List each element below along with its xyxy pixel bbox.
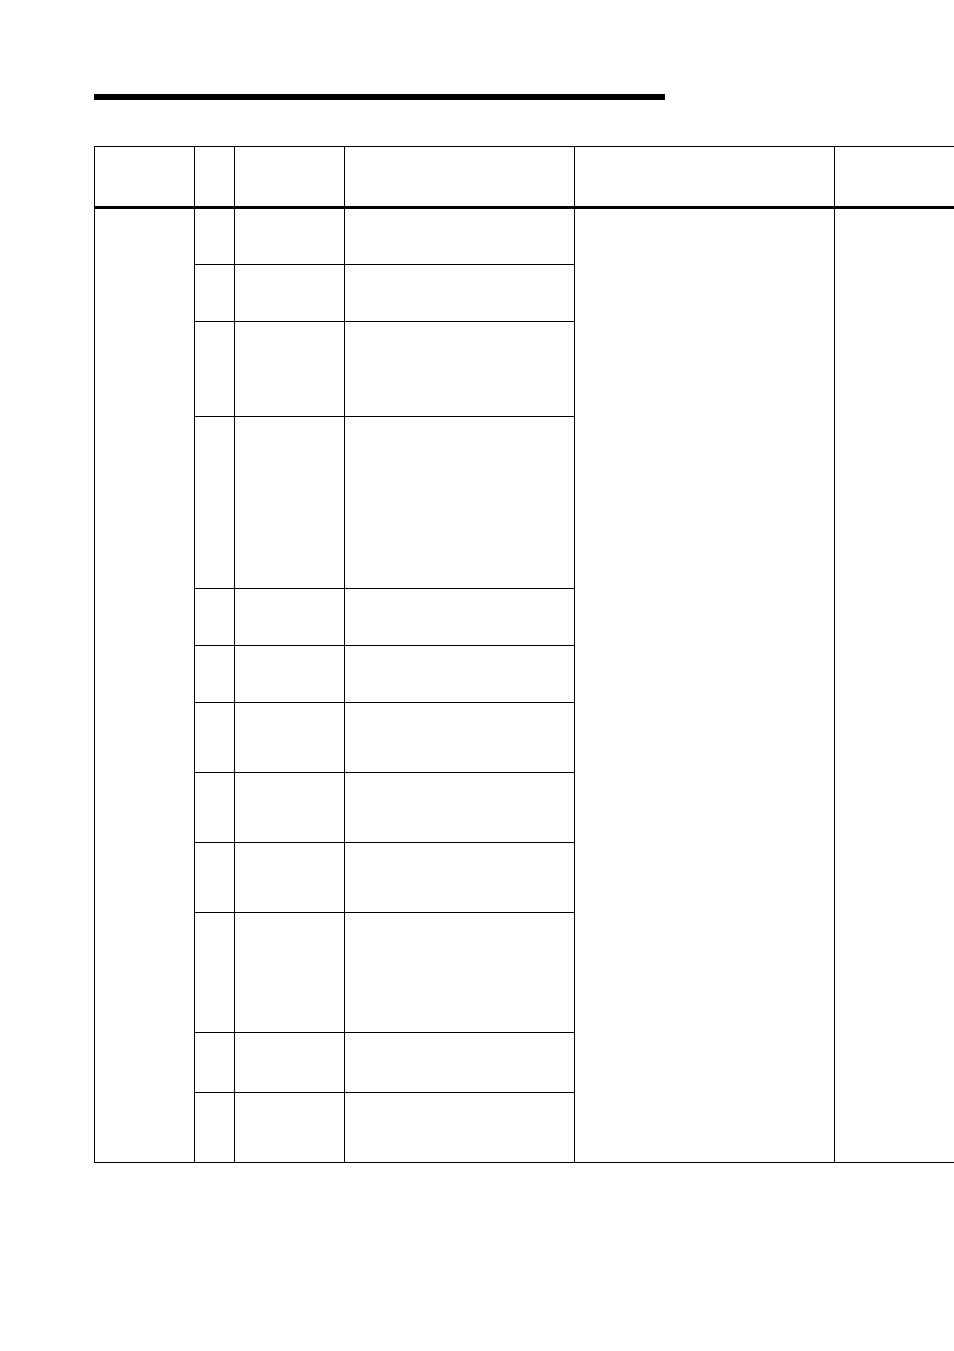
page: [0, 0, 954, 1351]
table-cell: [195, 265, 235, 322]
table-cell: [235, 703, 345, 773]
table-cell: [235, 208, 345, 265]
table-cell: [195, 322, 235, 417]
table-cell: [345, 589, 575, 646]
data-table: [94, 146, 954, 1163]
table-cell: [235, 265, 345, 322]
table-header-cell: [835, 147, 954, 208]
table-cell: [235, 773, 345, 843]
data-table-wrap: [94, 146, 954, 1163]
table-cell: [195, 773, 235, 843]
table-cell: [235, 322, 345, 417]
title-rule: [94, 94, 665, 100]
table-cell: [235, 913, 345, 1033]
table-cell: [195, 843, 235, 913]
table-header-cell: [95, 147, 195, 208]
table-cell: [345, 843, 575, 913]
table-row: [95, 208, 954, 265]
table-cell: [195, 208, 235, 265]
table-cell: [195, 913, 235, 1033]
table-cell: [575, 208, 835, 1163]
table-cell: [235, 417, 345, 589]
table-header-cell: [575, 147, 835, 208]
table-cell: [195, 417, 235, 589]
table-cell: [95, 208, 195, 1163]
table-cell: [345, 322, 575, 417]
table-cell: [235, 843, 345, 913]
table-cell: [345, 703, 575, 773]
table-cell: [345, 265, 575, 322]
table-cell: [235, 589, 345, 646]
table-cell: [235, 1093, 345, 1163]
table-cell: [235, 1033, 345, 1093]
table-cell: [345, 417, 575, 589]
table-header-cell: [235, 147, 345, 208]
table-cell: [235, 646, 345, 703]
table-header-row: [95, 147, 954, 208]
table-cell: [345, 1033, 575, 1093]
table-cell: [345, 1093, 575, 1163]
table-cell: [195, 646, 235, 703]
table-body: [95, 208, 954, 1163]
table-header-cell: [345, 147, 575, 208]
table-header-cell: [195, 147, 235, 208]
table-cell: [345, 773, 575, 843]
table-cell: [345, 913, 575, 1033]
table-cell: [835, 208, 954, 1163]
table-cell: [345, 646, 575, 703]
table-cell: [195, 1093, 235, 1163]
table-cell: [195, 1033, 235, 1093]
table-cell: [345, 208, 575, 265]
table-cell: [195, 703, 235, 773]
table-cell: [195, 589, 235, 646]
